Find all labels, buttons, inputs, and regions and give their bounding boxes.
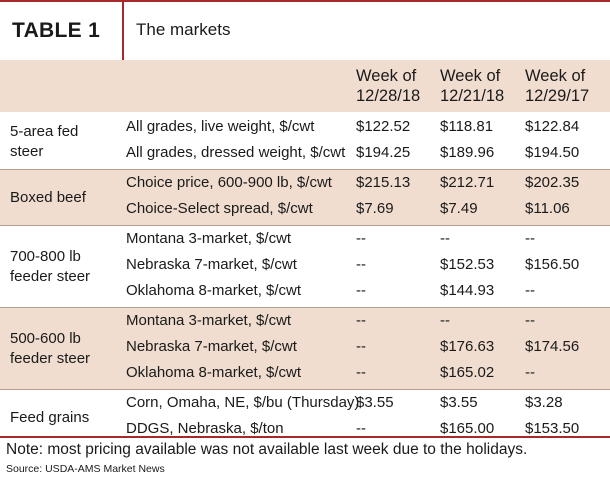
group-category: Feed grains — [10, 409, 90, 426]
row-value-col-3: $153.50 — [525, 420, 580, 437]
row-value-col-2: $176.63 — [440, 338, 495, 355]
row-item-label: Choice-Select spread, $/cwt — [126, 200, 313, 217]
column-header-band — [0, 60, 610, 112]
row-item-label: Nebraska 7-market, $/cwt — [126, 256, 297, 273]
row-value-col-2: $3.55 — [440, 394, 478, 411]
row-value-col-1: -- — [356, 338, 366, 355]
row-item-label: DDGS, Nebraska, $/ton — [126, 420, 284, 437]
table-note: Note: most pricing available was not ava… — [6, 441, 528, 458]
row-value-col-3: $11.06 — [525, 200, 570, 217]
group-band — [0, 226, 610, 308]
group-band — [0, 114, 610, 170]
row-value-col-3: $122.84 — [525, 118, 580, 135]
row-value-col-2: -- — [440, 312, 450, 329]
table-source: Source: USDA-AMS Market News — [6, 463, 165, 475]
row-value-col-3: -- — [525, 312, 535, 329]
row-value-col-1: -- — [356, 256, 366, 273]
group-band — [0, 308, 610, 390]
column-header-1: Week of 12/28/18 — [356, 67, 421, 105]
row-value-col-1: $194.25 — [356, 144, 411, 161]
group-category: 700-800 lb feeder steer — [10, 248, 91, 285]
row-item-label: Nebraska 7-market, $/cwt — [126, 338, 297, 355]
row-value-col-2: $144.93 — [440, 282, 495, 299]
group-separator — [0, 389, 610, 390]
row-value-col-2: $165.00 — [440, 420, 495, 437]
row-value-col-2: $165.02 — [440, 364, 495, 381]
row-item-label: Corn, Omaha, NE, $/bu (Thursday) — [126, 394, 360, 411]
row-item-label: Montana 3-market, $/cwt — [126, 312, 292, 329]
row-item-label: Choice price, 600-900 lb, $/cwt — [126, 174, 332, 191]
row-value-col-3: -- — [525, 364, 535, 381]
table-label: TABLE 1 — [12, 19, 101, 42]
row-value-col-1: -- — [356, 364, 366, 381]
row-value-col-3: $156.50 — [525, 256, 580, 273]
row-value-col-2: $189.96 — [440, 144, 495, 161]
row-item-label: Montana 3-market, $/cwt — [126, 230, 292, 247]
top-rule — [0, 0, 610, 2]
row-value-col-1: -- — [356, 230, 366, 247]
row-value-col-1: $3.55 — [356, 394, 394, 411]
group-separator — [0, 169, 610, 170]
row-item-label: All grades, live weight, $/cwt — [126, 118, 315, 135]
group-band — [0, 170, 610, 226]
row-value-col-2: -- — [440, 230, 450, 247]
bottom-rule — [0, 436, 610, 438]
group-separator — [0, 307, 610, 308]
table-label-box: TABLE 1 — [0, 2, 122, 60]
column-header-3: Week of 12/29/17 — [525, 67, 590, 105]
group-category: 500-600 lb feeder steer — [10, 330, 91, 367]
row-value-col-3: $174.56 — [525, 338, 580, 355]
group-category: Boxed beef — [10, 189, 86, 206]
row-value-col-1: -- — [356, 420, 366, 437]
row-value-col-1: -- — [356, 312, 366, 329]
row-value-col-2: $212.71 — [440, 174, 495, 191]
row-value-col-3: $3.28 — [525, 394, 563, 411]
row-value-col-2: $118.81 — [440, 118, 494, 135]
title-divider — [122, 2, 124, 60]
group-category: 5-area fed steer — [10, 123, 79, 160]
row-value-col-1: $215.13 — [356, 174, 411, 191]
row-item-label: Oklahoma 8-market, $/cwt — [126, 364, 302, 381]
row-value-col-1: $7.69 — [356, 200, 394, 217]
row-value-col-3: $202.35 — [525, 174, 580, 191]
row-value-col-3: -- — [525, 230, 535, 247]
row-value-col-1: -- — [356, 282, 366, 299]
row-item-label: Oklahoma 8-market, $/cwt — [126, 282, 302, 299]
row-value-col-1: $122.52 — [356, 118, 411, 135]
group-separator — [0, 225, 610, 226]
row-item-label: All grades, dressed weight, $/cwt — [126, 144, 346, 161]
row-value-col-3: $194.50 — [525, 144, 580, 161]
row-value-col-2: $7.49 — [440, 200, 478, 217]
row-value-col-3: -- — [525, 282, 535, 299]
row-value-col-2: $152.53 — [440, 256, 495, 273]
table-title: The markets — [136, 20, 231, 39]
column-header-2: Week of 12/21/18 — [440, 67, 505, 105]
